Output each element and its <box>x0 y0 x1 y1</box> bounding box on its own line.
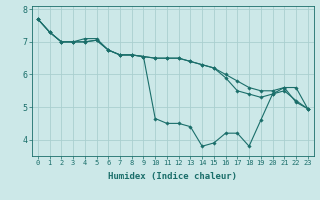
X-axis label: Humidex (Indice chaleur): Humidex (Indice chaleur) <box>108 172 237 181</box>
